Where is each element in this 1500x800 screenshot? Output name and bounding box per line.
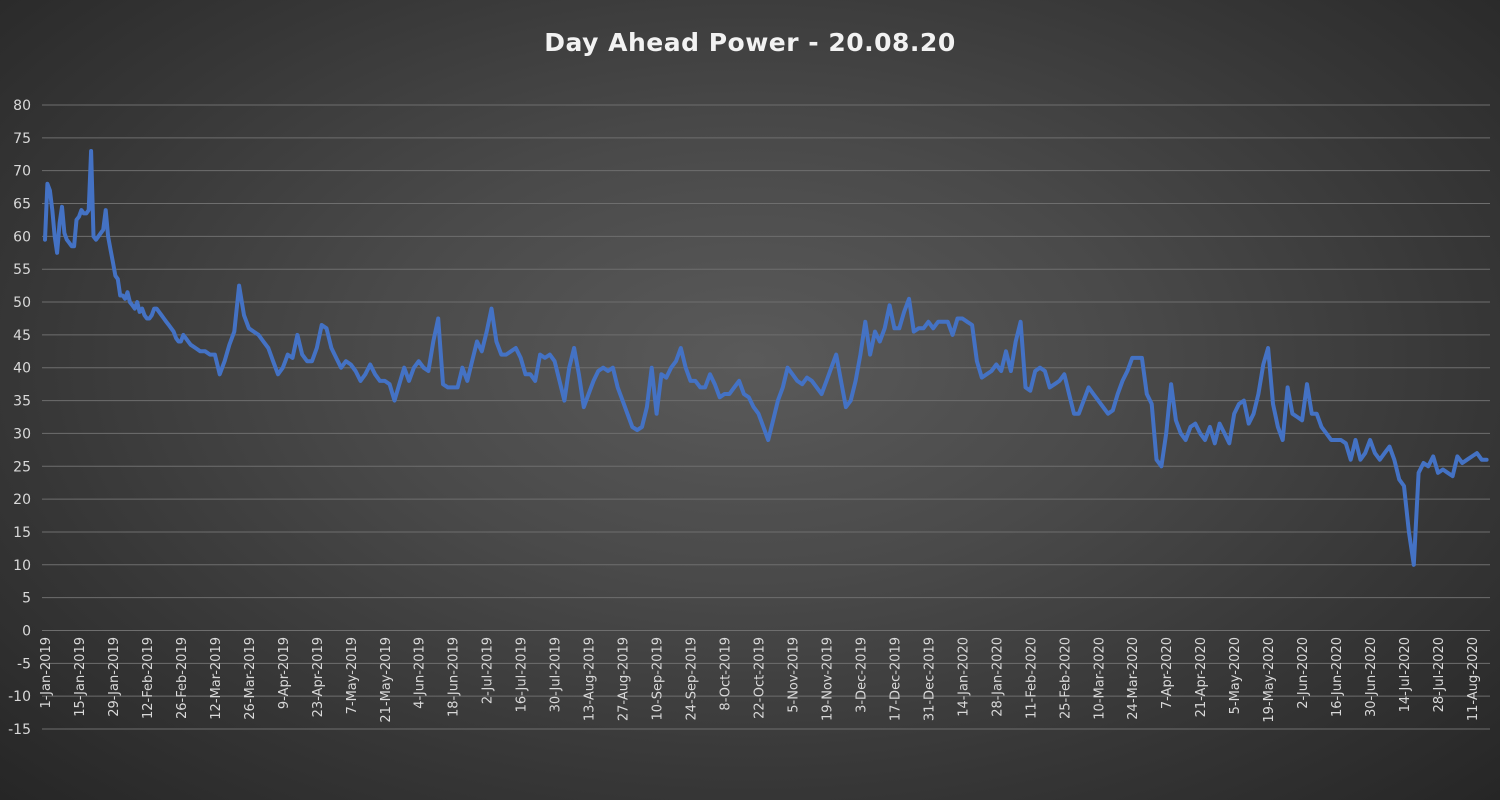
x-tick-label: 24-Sep-2019	[685, 637, 700, 721]
x-tick-label: 16-Jul-2019	[515, 637, 530, 712]
x-tick-label: 28-Jan-2020	[990, 637, 1005, 717]
x-tick-label: 11-Feb-2020	[1024, 637, 1039, 719]
y-tick-label: -5	[17, 656, 31, 672]
y-tick-label: 55	[13, 262, 31, 278]
y-tick-label: 45	[13, 328, 31, 344]
x-tick-label: 19-May-2020	[1262, 637, 1277, 723]
x-tick-label: 24-Mar-2020	[1126, 637, 1141, 720]
x-tick-label: 26-Feb-2019	[175, 637, 190, 719]
y-tick-label: 60	[13, 229, 31, 245]
x-tick-label: 14-Jan-2020	[956, 637, 971, 717]
x-tick-label: 13-Aug-2019	[583, 637, 598, 721]
x-tick-label: 12-Mar-2019	[209, 637, 224, 720]
chart-title: Day Ahead Power - 20.08.20	[544, 28, 956, 57]
x-tick-label: 21-May-2019	[379, 637, 394, 723]
x-tick-label: 10-Sep-2019	[651, 637, 666, 721]
y-tick-label: 70	[13, 164, 31, 180]
x-tick-label: 8-Oct-2019	[719, 637, 734, 711]
x-tick-label: 10-Mar-2020	[1092, 637, 1107, 720]
x-tick-label: 2-Jun-2020	[1296, 637, 1311, 709]
day-ahead-power-line	[43, 149, 1489, 567]
y-tick-label: -10	[8, 689, 31, 705]
x-tick-label: 26-Mar-2019	[243, 637, 258, 720]
y-tick-label: 35	[13, 394, 31, 410]
x-tick-label: 16-Jun-2020	[1330, 637, 1345, 717]
x-tick-label: 15-Jan-2019	[73, 637, 88, 717]
y-tick-label: 15	[13, 525, 31, 541]
x-tick-label: 22-Oct-2019	[753, 637, 768, 719]
x-tick-label: 9-Apr-2019	[277, 637, 292, 709]
gridlines	[42, 104, 1490, 730]
x-tick-label: 5-Nov-2019	[786, 637, 801, 713]
y-tick-label: 5	[22, 591, 31, 607]
y-tick-label: 40	[13, 361, 31, 377]
x-tick-label: 2-Jul-2019	[481, 637, 496, 704]
x-tick-label: 25-Feb-2020	[1058, 637, 1073, 719]
y-tick-label: 80	[13, 98, 31, 114]
x-tick-label: 5-May-2020	[1228, 637, 1243, 714]
y-tick-label: 25	[13, 459, 31, 475]
x-tick-label: 7-Apr-2020	[1160, 637, 1175, 709]
x-tick-label: 31-Dec-2019	[922, 637, 937, 721]
x-tick-label: 7-May-2019	[345, 637, 360, 714]
x-tick-label: 11-Aug-2020	[1466, 637, 1481, 721]
y-tick-label: -15	[8, 722, 31, 738]
y-tick-label: 75	[13, 131, 31, 147]
x-tick-label: 19-Nov-2019	[820, 637, 835, 721]
y-tick-label: 20	[13, 492, 31, 508]
y-tick-label: 30	[13, 426, 31, 442]
x-tick-label: 30-Jul-2019	[549, 637, 564, 712]
x-tick-label: 28-Jul-2020	[1432, 637, 1447, 712]
x-tick-label: 27-Aug-2019	[617, 637, 632, 721]
x-tick-label: 3-Dec-2019	[854, 637, 869, 713]
y-tick-label: 0	[22, 623, 31, 639]
x-tick-label: 29-Jan-2019	[107, 637, 122, 717]
x-tick-label: 21-Apr-2020	[1194, 637, 1209, 717]
y-tick-label: 10	[13, 558, 31, 574]
x-tick-label: 1-Jan-2019	[39, 637, 54, 709]
x-tick-label: 17-Dec-2019	[888, 637, 903, 721]
y-tick-label: 50	[13, 295, 31, 311]
x-axis-labels: 1-Jan-2019 15-Jan-2019 29-Jan-2019 12-Feb-2…	[39, 637, 1481, 723]
x-tick-label: 30-Jun-2020	[1364, 637, 1379, 717]
x-tick-label: 18-Jun-2019	[447, 637, 462, 717]
x-tick-label: 14-Jul-2020	[1398, 637, 1413, 712]
x-tick-label: 4-Jun-2019	[413, 637, 428, 709]
y-tick-label: 65	[13, 197, 31, 213]
x-tick-label: 23-Apr-2019	[311, 637, 326, 717]
x-tick-label: 12-Feb-2019	[141, 637, 156, 719]
